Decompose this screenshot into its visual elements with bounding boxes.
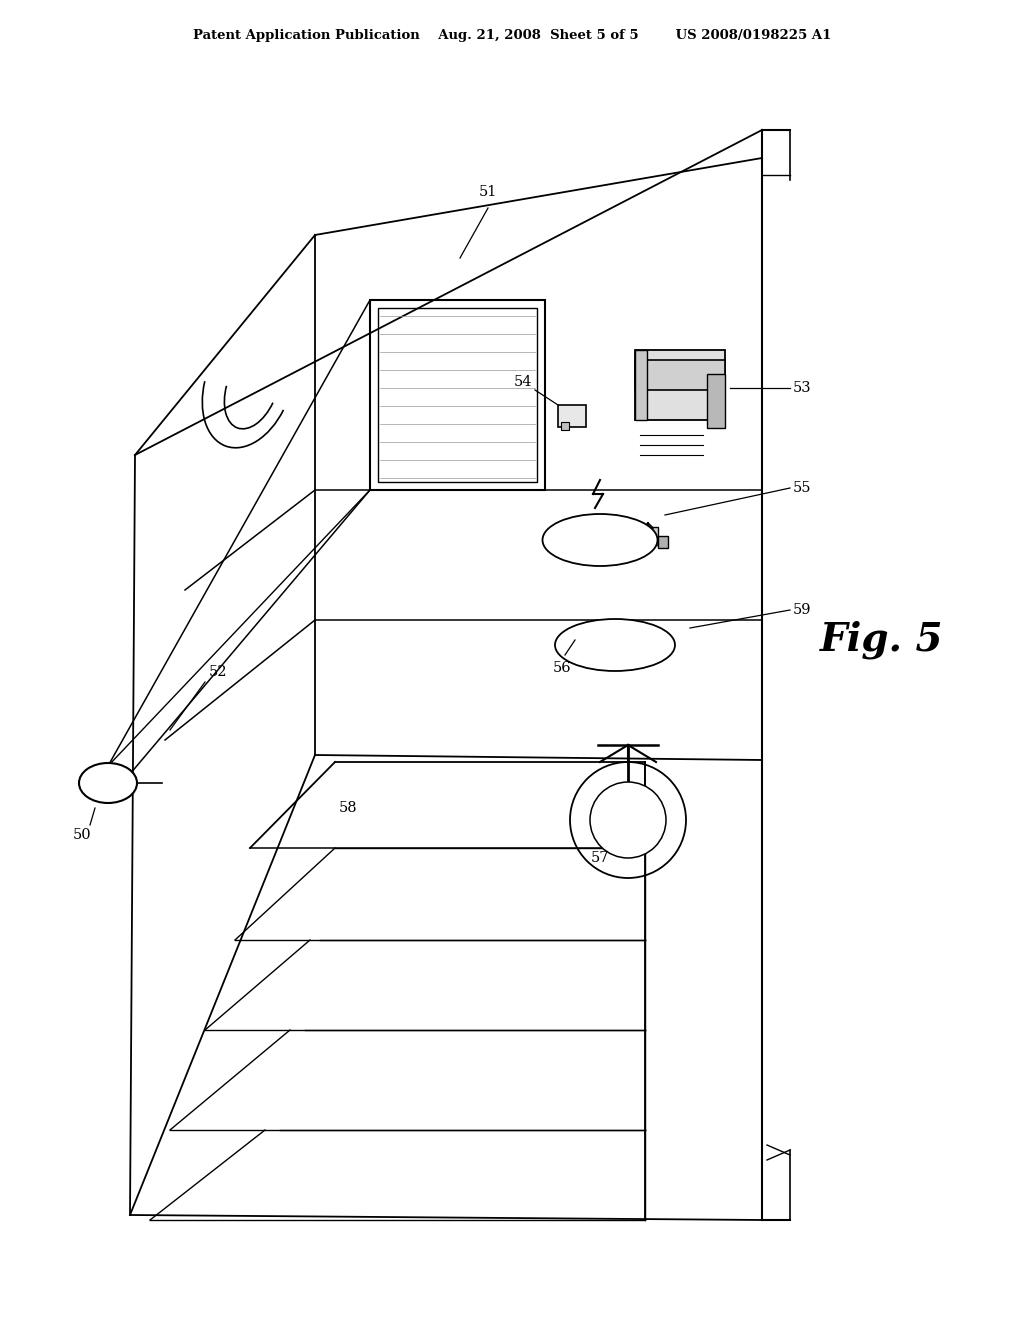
Bar	[635, 360, 725, 389]
Text: 51: 51	[479, 185, 498, 199]
Bar	[561, 422, 569, 430]
Text: 55: 55	[793, 480, 811, 495]
Text: 58: 58	[339, 801, 357, 814]
Text: Patent Application Publication    Aug. 21, 2008  Sheet 5 of 5        US 2008/019: Patent Application Publication Aug. 21, …	[193, 29, 831, 41]
Text: 50: 50	[73, 828, 91, 842]
Bar	[378, 308, 537, 482]
Bar	[638, 527, 658, 545]
Text: 56: 56	[553, 661, 571, 675]
Text: 57: 57	[591, 851, 609, 865]
Text: Fig. 5: Fig. 5	[820, 620, 943, 659]
Ellipse shape	[79, 763, 137, 803]
Circle shape	[570, 762, 686, 878]
Bar	[707, 374, 725, 428]
Bar	[635, 350, 725, 420]
Bar	[370, 300, 545, 490]
Text: 54: 54	[513, 375, 532, 389]
Circle shape	[590, 781, 666, 858]
Ellipse shape	[555, 619, 675, 671]
Bar	[558, 405, 586, 426]
Ellipse shape	[543, 513, 657, 566]
Text: 52: 52	[209, 665, 227, 678]
Text: 59: 59	[793, 603, 811, 616]
Bar	[635, 350, 647, 420]
Text: 53: 53	[793, 381, 812, 395]
Bar	[658, 536, 668, 548]
